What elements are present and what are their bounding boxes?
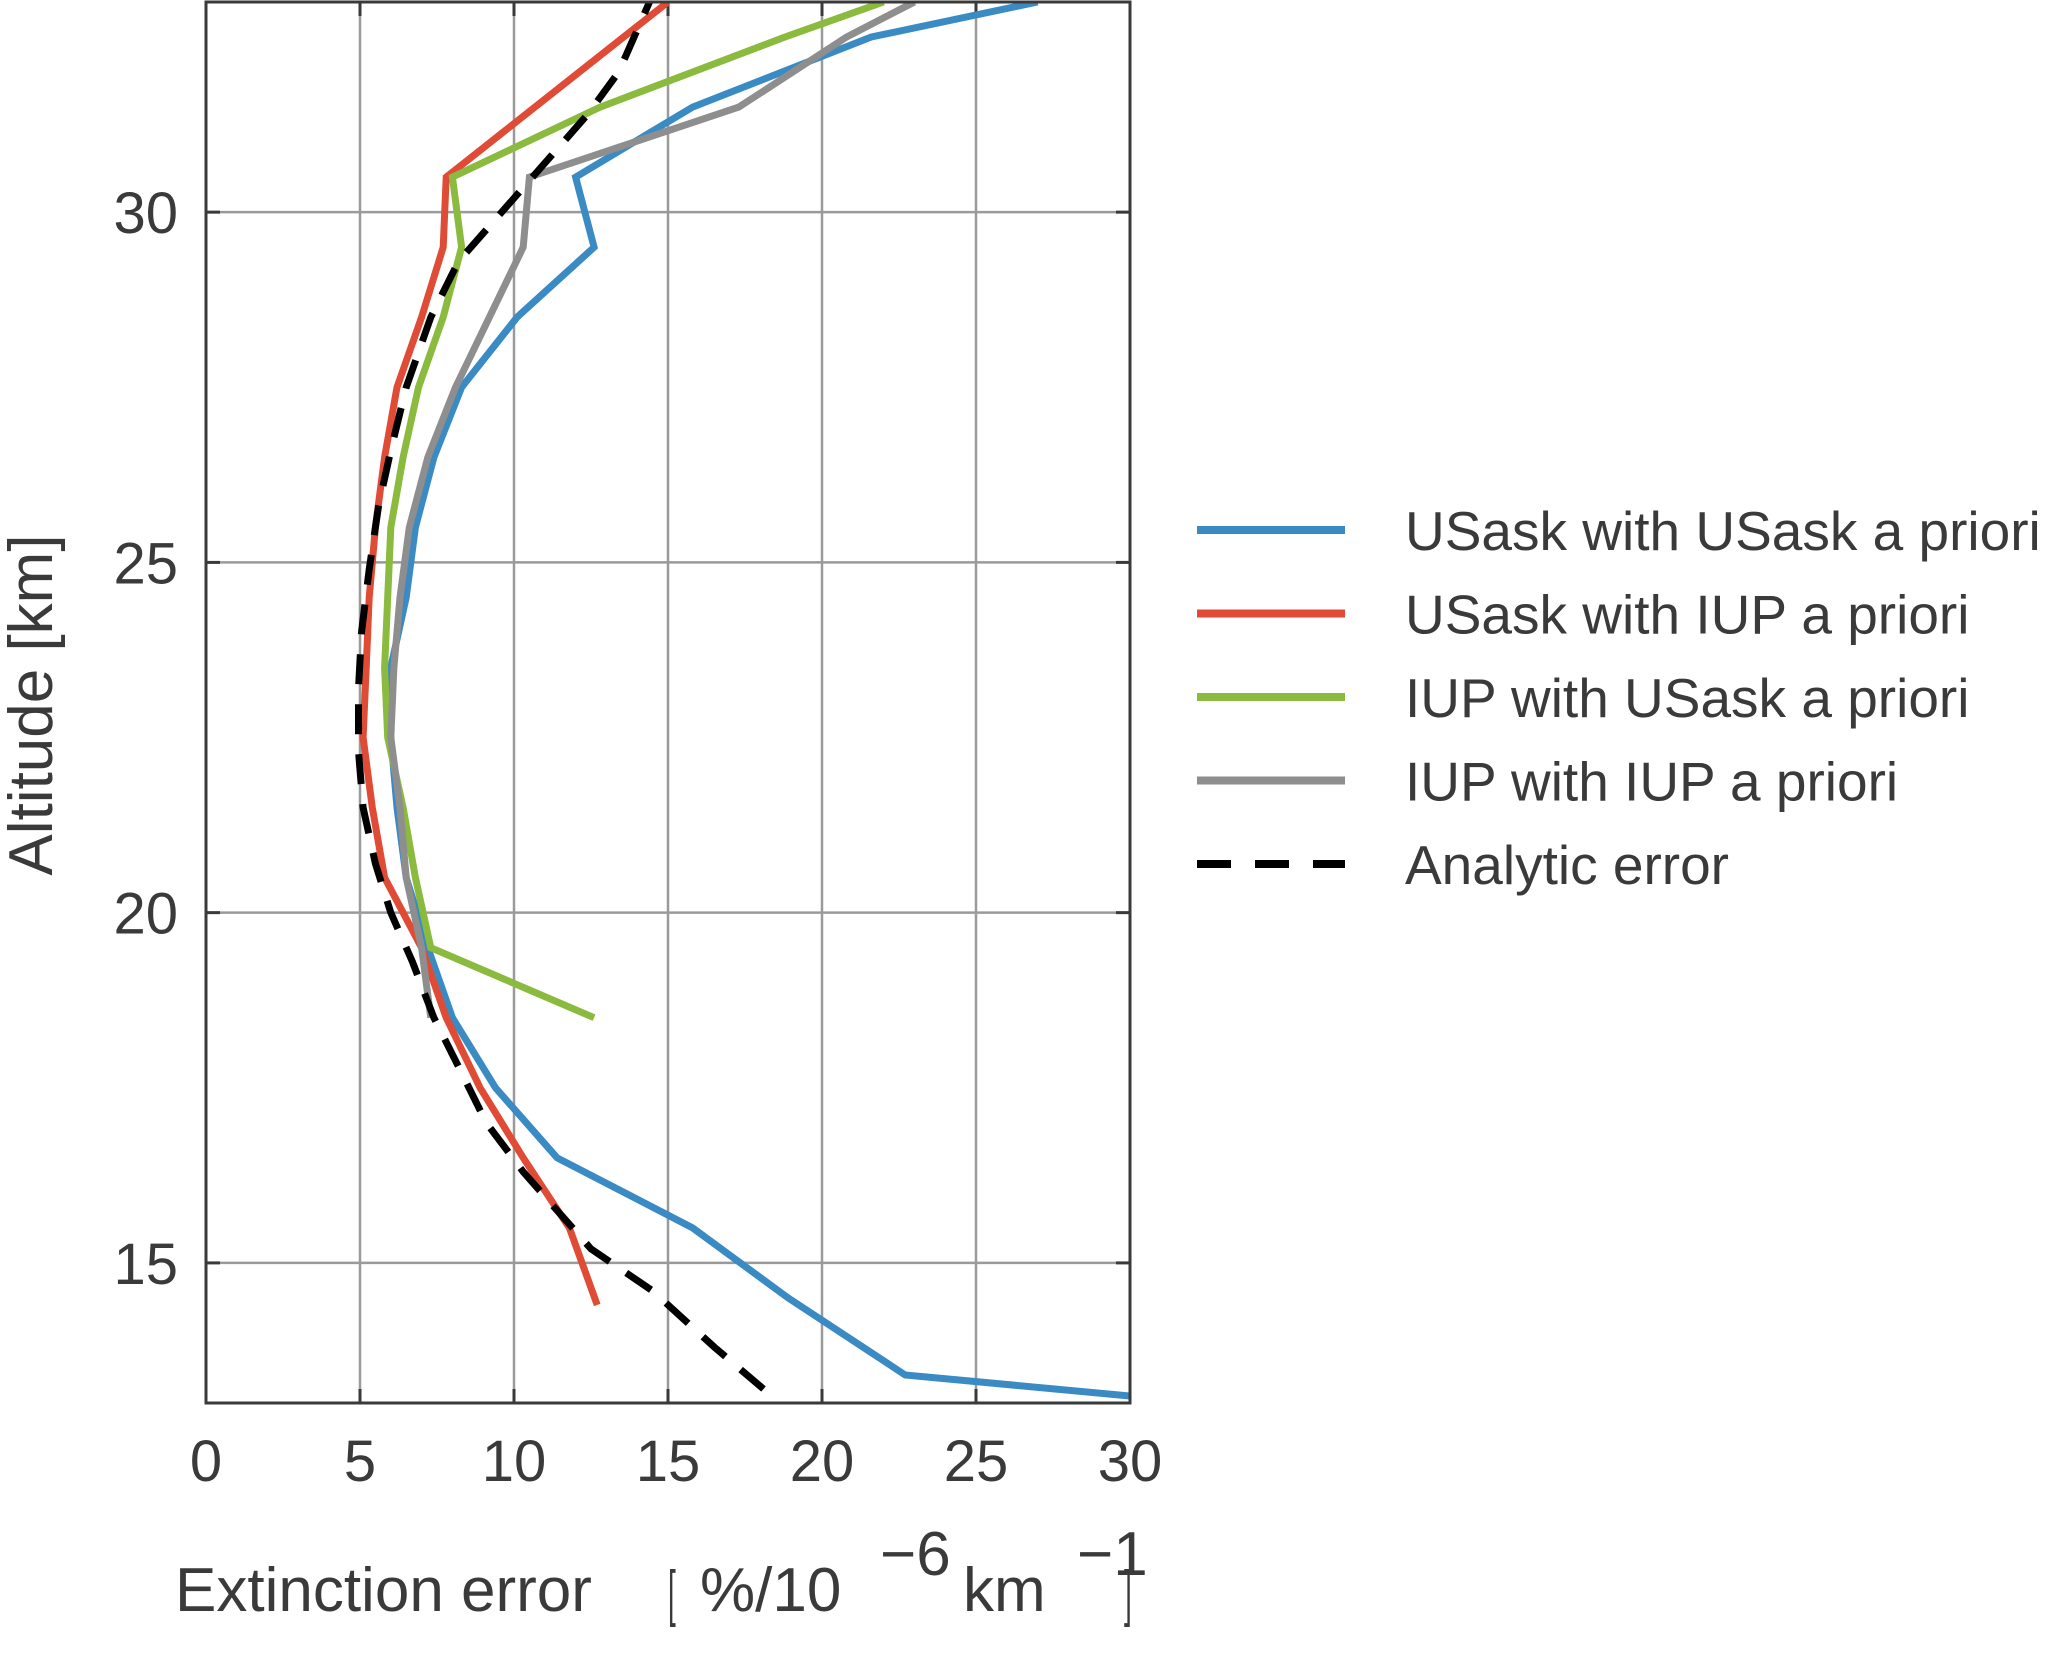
x-axis-label: Extinction error [ %/10 −6 km −1 ] [175,1520,1148,1628]
legend-label-4: IUP with IUP a priori [1405,751,1898,813]
y-tick-label: 25 [113,531,178,596]
series-line-5 [355,2,766,1392]
x-tick-label: 0 [190,1429,222,1494]
x-tick-label: 25 [944,1429,1009,1494]
x-axis-unit-mid: km [963,1556,1046,1625]
plot-frame [204,0,1132,1405]
series-line-3 [381,2,885,1021]
x-tick-label: 20 [790,1429,855,1494]
x-axis-unit-prefix: %/10 [700,1556,841,1625]
grid [206,2,1130,1403]
series-line-4 [387,2,917,1019]
y-tick-label: 15 [113,1232,178,1297]
y-axis-ticks: 15 20 25 30 [113,181,1130,1297]
y-tick-label: 20 [113,882,178,947]
x-axis-label-text: Extinction error [175,1556,592,1625]
x-axis-unit-open-bracket: [ [668,1559,676,1629]
x-tick-label: 5 [344,1429,376,1494]
x-axis-unit-exp1: −6 [880,1520,951,1589]
legend-label-2: USask with IUP a priori [1405,584,1969,646]
x-axis-unit-exp2: −1 [1077,1520,1148,1589]
x-tick-label: 15 [636,1429,701,1494]
legend-label-5: Analytic error [1405,834,1729,896]
y-tick-label: 30 [113,181,178,246]
legend: USask with USask a priori USask with IUP … [1197,500,2041,896]
x-tick-label: 30 [1098,1429,1163,1494]
legend-label-1: USask with USask a priori [1405,500,2041,562]
x-axis-ticks: 0 5 10 15 20 25 30 [190,2,1162,1494]
plot-area [355,2,1130,1400]
series-group [355,2,1130,1400]
y-axis-label: Altitude [km] [0,534,66,875]
legend-label-3: IUP with USask a priori [1405,667,1969,729]
x-axis-unit-close-bracket: ] [1124,1559,1132,1629]
x-tick-label: 10 [482,1429,547,1494]
series-line-2 [359,2,671,1307]
